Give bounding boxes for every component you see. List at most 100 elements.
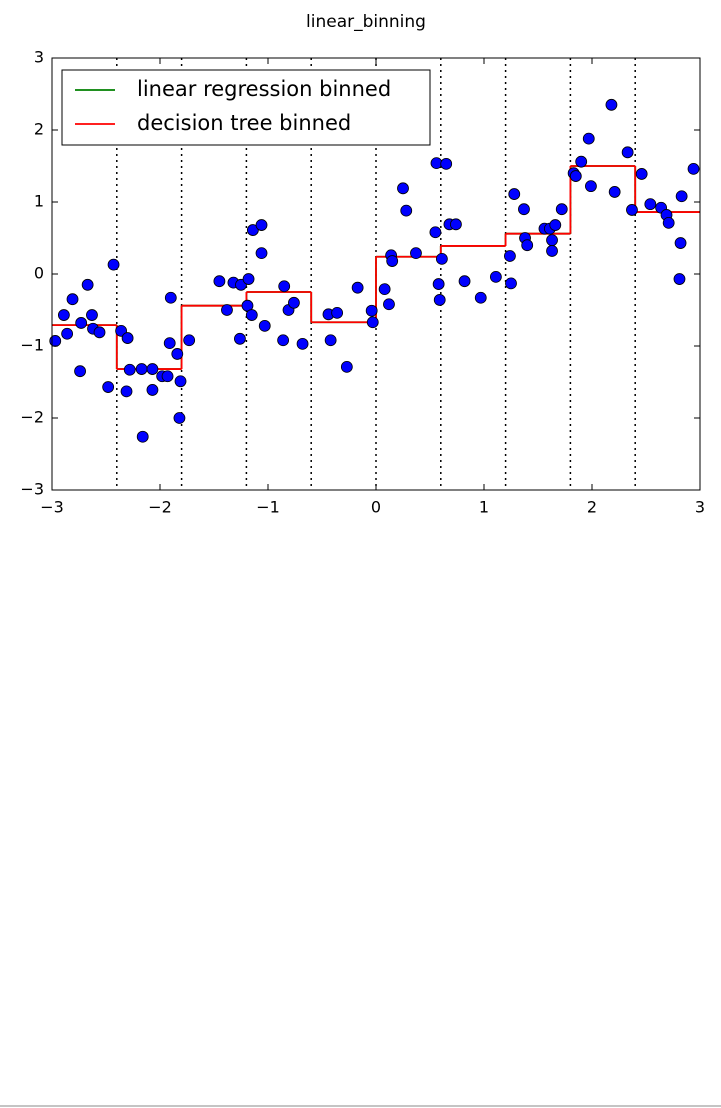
point [662, 216, 675, 229]
point [621, 146, 634, 159]
point [75, 317, 88, 329]
point [57, 309, 70, 321]
y-tick-label: 0 [34, 264, 44, 283]
point [635, 168, 648, 180]
point [608, 186, 621, 198]
point [458, 275, 471, 288]
point [546, 245, 558, 257]
point [549, 219, 562, 231]
point [585, 180, 597, 193]
y-tick-label: −3 [20, 480, 44, 499]
point [164, 291, 177, 304]
point [397, 182, 409, 195]
point [66, 293, 79, 306]
point [136, 430, 149, 443]
point [575, 155, 588, 168]
point [183, 334, 196, 347]
x-tick-label: 2 [587, 498, 597, 517]
point [673, 273, 686, 285]
point [605, 98, 618, 111]
point [258, 319, 271, 332]
point [102, 381, 115, 393]
point [644, 198, 657, 211]
point [255, 247, 268, 260]
point [171, 348, 184, 360]
y-tick-label: −2 [20, 408, 44, 427]
point [433, 294, 446, 306]
y-tick-label: 1 [34, 192, 44, 211]
point [277, 334, 290, 347]
point [135, 363, 148, 375]
point [675, 190, 688, 203]
point [74, 365, 86, 378]
point [86, 309, 98, 321]
point [146, 384, 159, 396]
point [174, 375, 187, 388]
point [161, 370, 174, 383]
point [521, 239, 534, 252]
point [383, 298, 395, 311]
legend-label: linear regression binned [137, 77, 391, 101]
x-tick-label: 1 [479, 498, 489, 517]
point [213, 275, 226, 288]
y-tick-label: 3 [34, 48, 44, 67]
point [435, 252, 448, 265]
point [366, 316, 379, 329]
chart-title: linear_binning [306, 12, 426, 32]
point [450, 218, 462, 231]
point [430, 157, 443, 170]
point [674, 237, 687, 249]
point [173, 412, 186, 424]
point [121, 332, 134, 344]
point [555, 203, 568, 216]
point [93, 326, 106, 339]
point [146, 363, 159, 375]
point [687, 162, 700, 175]
point [386, 255, 399, 267]
point [107, 258, 120, 271]
x-tick-label: 0 [371, 498, 381, 517]
point [626, 204, 638, 216]
point [504, 250, 516, 262]
point [518, 203, 530, 216]
point [569, 170, 582, 182]
point [246, 224, 259, 236]
point [324, 334, 337, 347]
point [278, 280, 291, 293]
point [378, 283, 391, 296]
x-tick-label: −1 [256, 498, 280, 517]
point [49, 335, 62, 347]
point [288, 296, 300, 309]
point [221, 304, 233, 316]
point [61, 327, 74, 340]
point [81, 278, 94, 291]
point [234, 332, 246, 345]
point [351, 281, 364, 294]
point [242, 273, 255, 285]
point [120, 385, 133, 398]
point [489, 270, 502, 283]
point [255, 219, 268, 231]
legend-box [61, 69, 431, 146]
legend-label: decision tree binned [137, 111, 351, 135]
point [440, 157, 453, 170]
point [340, 360, 353, 373]
point [410, 247, 422, 260]
point [582, 132, 595, 145]
point [163, 337, 176, 350]
point [474, 291, 487, 304]
point [245, 309, 258, 321]
point [432, 278, 445, 290]
point [546, 234, 558, 247]
x-tick-label: 3 [695, 498, 705, 517]
point [505, 277, 517, 290]
point [508, 188, 521, 200]
point [365, 304, 378, 317]
point [123, 363, 136, 376]
point [429, 226, 442, 239]
y-tick-label: −1 [20, 336, 44, 355]
point [400, 204, 413, 217]
x-tick-label: −2 [148, 498, 172, 517]
point [331, 306, 344, 319]
